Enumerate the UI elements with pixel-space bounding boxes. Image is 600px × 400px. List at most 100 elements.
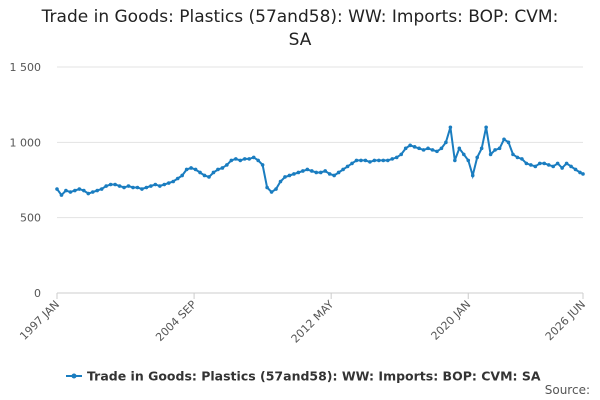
data-point bbox=[359, 158, 363, 163]
data-point bbox=[412, 145, 417, 149]
data-point bbox=[198, 170, 202, 175]
data-point bbox=[180, 173, 184, 178]
data-point bbox=[430, 148, 435, 152]
data-point bbox=[537, 161, 542, 166]
data-point bbox=[207, 175, 211, 179]
data-point bbox=[448, 125, 453, 130]
data-point bbox=[426, 146, 430, 151]
data-point bbox=[238, 158, 243, 163]
data-point bbox=[435, 149, 439, 154]
x-tick-label: 2004 SEP bbox=[153, 298, 199, 344]
data-point bbox=[225, 163, 229, 167]
data-point bbox=[475, 155, 479, 160]
data-point bbox=[202, 173, 207, 178]
legend-label: Trade in Goods: Plastics (57and58): WW: … bbox=[87, 369, 541, 384]
data-point bbox=[86, 191, 91, 196]
data-point bbox=[55, 187, 59, 191]
data-point bbox=[453, 158, 457, 163]
data-point bbox=[149, 184, 153, 188]
data-point bbox=[529, 163, 533, 167]
data-point bbox=[515, 155, 520, 160]
data-point bbox=[564, 161, 569, 166]
data-point bbox=[158, 184, 162, 188]
data-point bbox=[117, 184, 122, 188]
data-point bbox=[131, 185, 135, 190]
data-point bbox=[140, 187, 144, 191]
data-point bbox=[265, 185, 269, 190]
x-tick-label: 2020 JAN bbox=[429, 298, 474, 343]
data-point bbox=[247, 157, 252, 161]
data-point bbox=[493, 148, 497, 152]
data-point bbox=[211, 170, 216, 175]
x-tick-label: 1997 JAN bbox=[17, 298, 62, 343]
data-point bbox=[234, 157, 238, 161]
data-point bbox=[90, 190, 95, 194]
data-point bbox=[417, 146, 421, 151]
data-point bbox=[153, 182, 158, 187]
data-point bbox=[497, 146, 502, 151]
data-point bbox=[327, 172, 332, 176]
data-point bbox=[260, 163, 265, 167]
data-point bbox=[193, 167, 198, 172]
data-point bbox=[171, 179, 176, 184]
y-tick-label: 500 bbox=[20, 212, 41, 225]
data-point bbox=[305, 167, 310, 172]
y-tick-label: 1 500 bbox=[10, 61, 42, 74]
data-point bbox=[274, 187, 278, 191]
source-label: Source: bbox=[545, 383, 590, 397]
data-point bbox=[336, 170, 341, 175]
data-point bbox=[551, 164, 555, 169]
data-point bbox=[354, 158, 359, 163]
data-point bbox=[368, 160, 372, 164]
data-point bbox=[104, 184, 108, 188]
data-point bbox=[95, 188, 100, 193]
data-point bbox=[403, 146, 408, 151]
data-point bbox=[99, 187, 104, 191]
data-point bbox=[135, 185, 140, 190]
data-point bbox=[345, 164, 350, 169]
data-point bbox=[256, 158, 260, 163]
data-point bbox=[59, 193, 64, 197]
data-point bbox=[560, 166, 564, 170]
data-point bbox=[484, 125, 488, 130]
data-point bbox=[466, 158, 471, 163]
data-point bbox=[546, 163, 551, 167]
data-point bbox=[269, 190, 274, 194]
data-point bbox=[457, 146, 462, 151]
y-tick-label: 1 000 bbox=[10, 136, 42, 149]
data-point bbox=[377, 158, 381, 163]
x-tick-label: 2012 MAY bbox=[289, 298, 337, 346]
data-point bbox=[175, 176, 180, 181]
data-point bbox=[488, 152, 493, 157]
data-point bbox=[479, 146, 484, 151]
legend-marker bbox=[71, 373, 77, 379]
data-point bbox=[372, 158, 377, 163]
data-point bbox=[310, 169, 314, 173]
data-point bbox=[301, 169, 305, 173]
data-point bbox=[381, 158, 386, 163]
data-point bbox=[292, 172, 296, 176]
data-point bbox=[287, 173, 292, 178]
data-point bbox=[77, 187, 82, 191]
data-point bbox=[524, 161, 529, 166]
data-point bbox=[341, 167, 345, 172]
data-point bbox=[189, 166, 193, 170]
data-point bbox=[283, 175, 287, 179]
data-point bbox=[408, 143, 412, 148]
data-point bbox=[82, 188, 86, 193]
data-point bbox=[555, 161, 560, 166]
data-point bbox=[363, 158, 368, 163]
data-point bbox=[578, 170, 582, 175]
data-point bbox=[506, 140, 511, 145]
data-point bbox=[573, 167, 578, 172]
data-point bbox=[394, 155, 399, 160]
data-point bbox=[332, 173, 336, 178]
data-point bbox=[216, 167, 220, 172]
data-point bbox=[108, 182, 113, 187]
data-point bbox=[323, 169, 328, 173]
data-point bbox=[220, 166, 225, 170]
data-point bbox=[162, 182, 167, 187]
data-point bbox=[122, 185, 126, 190]
data-point bbox=[296, 170, 301, 175]
